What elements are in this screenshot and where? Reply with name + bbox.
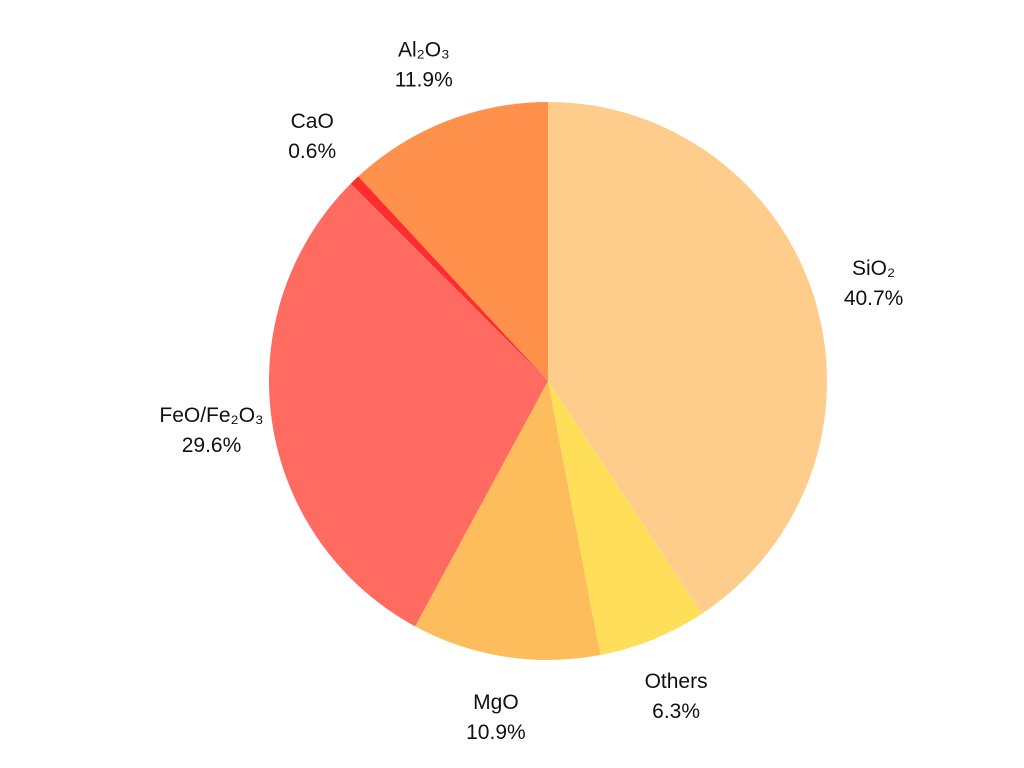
slice-label-al2o3: Al₂O₃ (398, 39, 450, 62)
pie-slice-sio2 (548, 102, 828, 614)
pie-slice-others (548, 381, 702, 656)
pie-labels: SiO₂ 40.7% Others 6.3% MgO 10.9% FeO/Fe₂O₃ 29.6… (159, 39, 903, 745)
slice-value-cao: 0.6% (288, 140, 336, 163)
slice-value-mgo: 10.9% (466, 721, 526, 744)
slice-value-sio2: 40.7% (844, 287, 904, 310)
pie-slice-mgo (415, 381, 601, 661)
slice-label-feo-fe2o3: FeO/Fe₂O₃ (159, 404, 263, 427)
slice-label-cao: CaO (291, 110, 334, 133)
pie-slices (269, 102, 828, 661)
slice-label-sio2: SiO₂ (852, 257, 895, 280)
pie-slice-cao (350, 176, 548, 381)
slice-label-others: Others (645, 670, 708, 693)
pie-slice-al2o3 (358, 102, 548, 381)
slice-value-feo-fe2o3: 29.6% (182, 434, 242, 457)
slice-value-al2o3: 11.9% (395, 69, 453, 92)
pie-slice-feo-fe2o3 (269, 183, 548, 627)
slice-label-mgo: MgO (473, 691, 519, 714)
slice-value-others: 6.3% (652, 700, 700, 723)
